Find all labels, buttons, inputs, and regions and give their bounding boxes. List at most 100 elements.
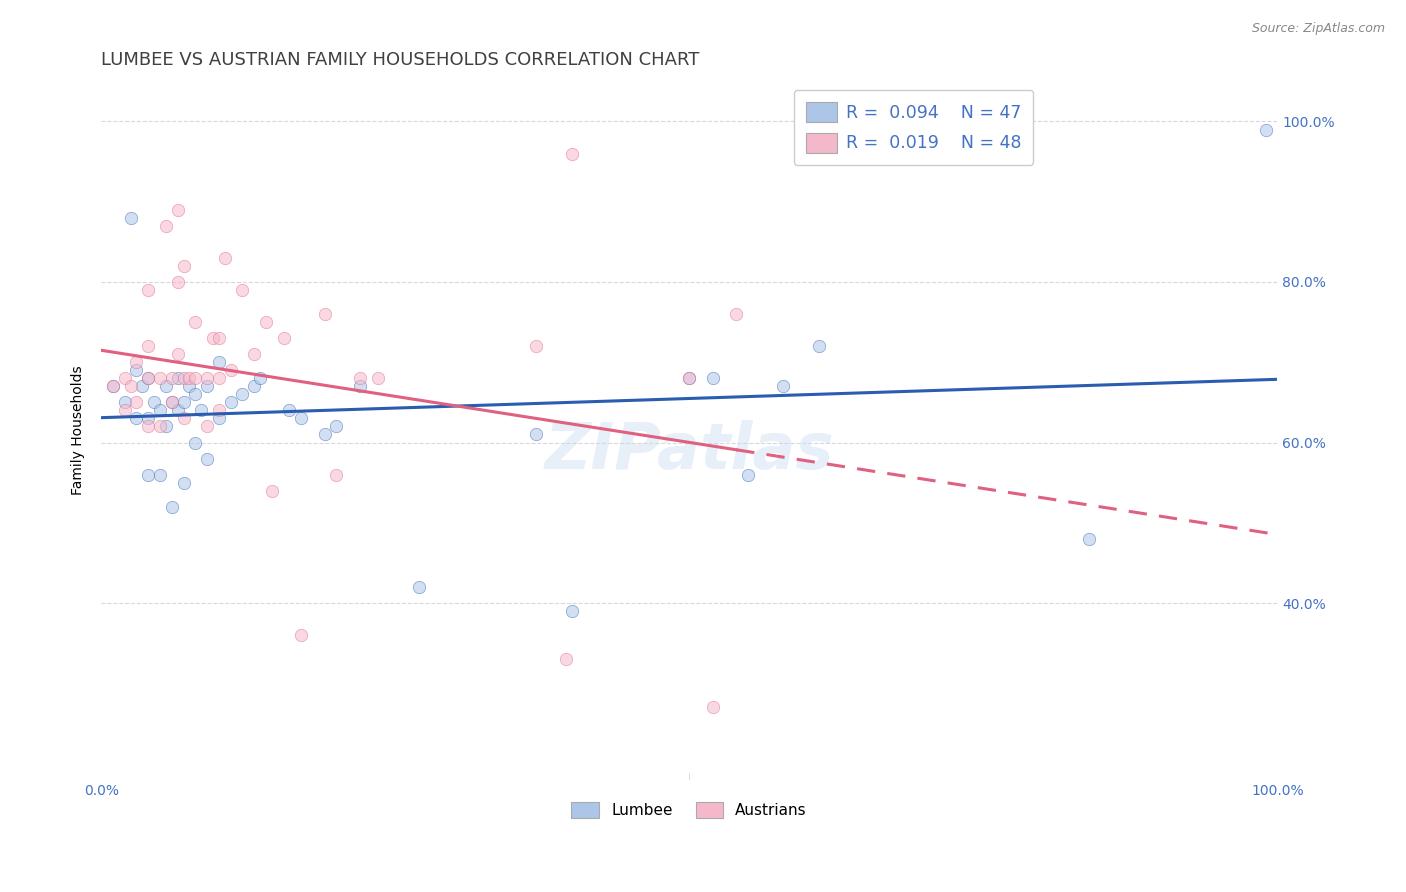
Point [149,467,172,482]
Point [114,371,136,385]
Point [1078,532,1101,546]
Point [254,315,277,329]
Point [208,411,231,425]
Point [524,427,547,442]
Point [278,403,301,417]
Point [325,467,347,482]
Point [184,371,207,385]
Point [561,146,583,161]
Point [114,403,136,417]
Point [155,419,177,434]
Point [195,379,218,393]
Point [208,355,231,369]
Point [136,339,159,353]
Point [219,395,242,409]
Point [290,628,312,642]
Point [554,652,576,666]
Point [231,283,253,297]
Point [184,315,207,329]
Point [208,331,231,345]
Text: ZIPatlas: ZIPatlas [544,420,834,483]
Point [349,371,371,385]
Point [195,419,218,434]
Point [725,307,748,321]
Point [260,483,283,498]
Point [208,403,231,417]
Point [166,403,188,417]
Point [314,427,336,442]
Point [120,379,142,393]
Point [243,379,266,393]
Point [702,700,724,714]
Point [101,379,124,393]
Point [290,411,312,425]
Point [208,371,231,385]
Point [149,403,172,417]
Point [166,202,188,217]
Legend: Lumbee, Austrians: Lumbee, Austrians [565,797,813,824]
Point [195,451,218,466]
Point [678,371,700,385]
Point [737,467,759,482]
Point [408,580,430,594]
Point [160,395,183,409]
Point [166,371,188,385]
Point [125,395,148,409]
Point [173,371,195,385]
Point [314,307,336,321]
Point [807,339,830,353]
Point [190,403,212,417]
Point [678,371,700,385]
Point [325,419,347,434]
Point [179,379,201,393]
Point [524,339,547,353]
Point [125,355,148,369]
Point [1254,122,1277,136]
Point [273,331,295,345]
Text: Source: ZipAtlas.com: Source: ZipAtlas.com [1251,22,1385,36]
Point [173,475,195,490]
Point [149,371,172,385]
Point [219,363,242,377]
Point [160,371,183,385]
Point [367,371,389,385]
Point [179,371,201,385]
Point [136,411,159,425]
Point [125,411,148,425]
Point [120,211,142,225]
Point [201,331,224,345]
Point [143,395,166,409]
Point [114,395,136,409]
Point [184,435,207,450]
Point [772,379,794,393]
Point [249,371,271,385]
Point [160,500,183,514]
Point [166,347,188,361]
Point [195,371,218,385]
Point [349,379,371,393]
Point [155,219,177,233]
Point [136,467,159,482]
Point [561,604,583,618]
Point [131,379,153,393]
Point [231,387,253,401]
Point [702,371,724,385]
Point [136,419,159,434]
Point [136,283,159,297]
Point [166,275,188,289]
Point [243,347,266,361]
Point [149,419,172,434]
Point [101,379,124,393]
Point [125,363,148,377]
Point [155,379,177,393]
Point [136,371,159,385]
Y-axis label: Family Households: Family Households [72,366,86,495]
Point [214,251,236,265]
Point [173,395,195,409]
Point [136,371,159,385]
Point [160,395,183,409]
Point [184,387,207,401]
Point [173,259,195,273]
Text: LUMBEE VS AUSTRIAN FAMILY HOUSEHOLDS CORRELATION CHART: LUMBEE VS AUSTRIAN FAMILY HOUSEHOLDS COR… [101,51,700,69]
Point [173,411,195,425]
